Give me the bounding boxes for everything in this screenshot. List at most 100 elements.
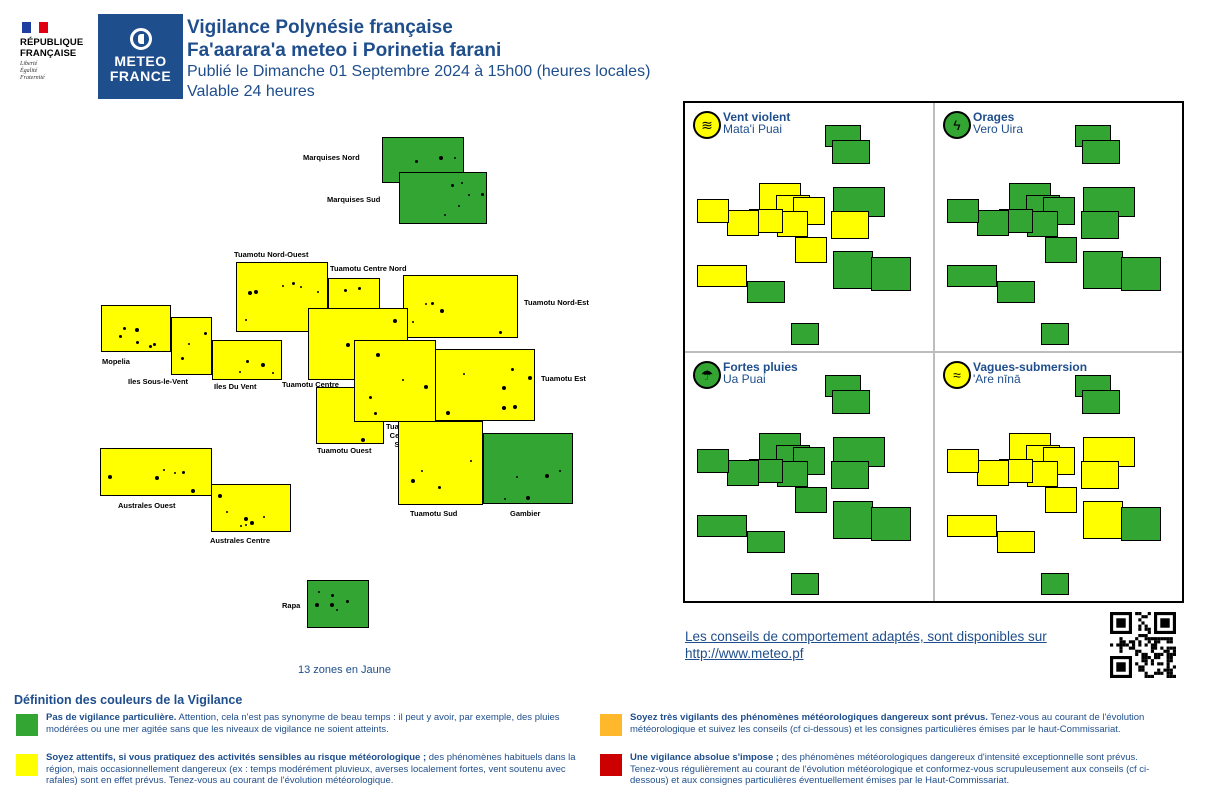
island-icon [346,343,350,347]
island-icon [244,517,248,521]
island-icon [245,319,247,321]
phenomena-panel: ≋ Vent violent Mata'i Puai ϟ Orages Vero Uira… [683,101,1184,603]
panel-title: Orages [973,110,1015,124]
zone-label: Iles Sous-le-Vent [128,377,189,386]
zone-iles-du-vent[interactable] [212,340,282,380]
island-icon [346,600,349,603]
panel-subtitle: Vero Uira [973,122,1024,136]
meteo-france-emblem-icon [129,28,152,50]
island-icon [502,406,506,410]
zone-tuamotu-centre-sud[interactable] [354,340,436,422]
island-icon [245,524,247,526]
island-icon [361,438,365,442]
mini-zone [831,211,869,239]
wind-icon: ≋ [693,111,721,139]
island-icon [438,486,441,489]
island-icon [344,289,347,292]
zone-gambier[interactable] [483,433,573,504]
mini-zone [727,210,759,236]
mini-zone [747,281,785,303]
zone-label: Tuamotu Centre Nord [330,264,407,273]
legend-text: Soyez très vigilants des phénomènes mété… [630,712,1145,735]
island-icon [119,335,122,338]
island-icon [425,303,427,305]
legend-item-yellow: Soyez attentifs, si vous pratiquez des a… [16,752,581,788]
mini-zone [977,460,1009,486]
panel-vent-violent[interactable]: ≋ Vent violent Mata'i Puai [685,103,934,352]
panel-fortes-pluies[interactable]: ☂ Fortes pluies Ua Puai [685,353,934,602]
island-icon [331,594,334,597]
mini-zone [1045,487,1077,513]
panel-orages[interactable]: ϟ Orages Vero Uira [935,103,1184,352]
mini-zone [697,199,729,223]
island-icon [511,368,514,371]
mini-zone [1121,257,1161,291]
zone-mopelia[interactable] [101,305,171,352]
zone-tuamotu-nord-est[interactable] [403,275,518,338]
mini-zone [833,251,873,289]
island-icon [330,603,334,607]
legend-swatch [16,714,38,736]
island-icon [358,287,361,290]
zone-label: Tuamotu Nord-Est [524,298,589,307]
panel-title: Vagues-submersion [973,360,1088,374]
zone-rapa[interactable] [307,580,369,628]
republique-francaise-logo: RÉPUBLIQUE FRANÇAISE Liberté Égalité Fra… [20,22,92,92]
island-icon [282,285,284,287]
zone-label: Iles Du Vent [214,382,257,391]
island-icon [504,498,506,500]
mini-zone [997,531,1035,553]
island-icon [108,475,112,479]
panel-vagues-submersion[interactable]: ≈ Vagues-submersion 'Are nīnā [935,353,1184,602]
legend-text: Soyez attentifs, si vous pratiquez des a… [46,752,576,786]
island-icon [317,291,319,293]
legend-title: Définition des couleurs de la Vigilance [14,693,243,707]
zone-label: Mopelia [102,357,130,366]
mini-zone [1081,211,1119,239]
zone-iles-sous-le-vent[interactable] [171,317,212,375]
validity: Valable 24 heures [187,83,315,100]
zone-australes-centre[interactable] [211,484,291,532]
panel-subtitle: Ua Puai [723,372,766,386]
island-icon [369,396,372,399]
zone-marquises-sud[interactable] [399,172,487,224]
zone-tuamotu-sud[interactable] [398,421,483,505]
mini-zone [791,573,819,595]
mini-zone [1081,461,1119,489]
island-icon [182,471,185,474]
island-icon [174,472,176,474]
mini-zone [832,140,870,164]
mini-zone [1045,237,1077,263]
zone-label: Australes Centre [210,536,271,545]
island-icon [240,525,242,527]
mini-zone [1041,323,1069,345]
legend-text: Pas de vigilance particulière. Attention… [46,712,560,735]
mini-zone [795,487,827,513]
island-icon [470,460,472,462]
rain-icon: ☂ [693,361,721,389]
mini-zone [977,210,1009,236]
island-icon [318,591,320,593]
zone-australes-ouest[interactable] [100,448,212,496]
island-icon [191,489,195,493]
island-icon [188,343,190,345]
island-icon [415,160,418,163]
panel-title: Fortes pluies [723,360,798,374]
meteo-pf-link[interactable]: http://www.meteo.pf [685,646,804,661]
zone-label: Tuamotu Sud [410,509,458,518]
island-icon [502,386,506,390]
zone-tuamotu-est[interactable] [435,349,535,421]
island-icon [440,309,444,313]
island-icon [254,290,258,294]
island-icon [412,321,414,323]
qr-code-icon[interactable] [1110,612,1176,678]
island-icon [559,470,561,472]
mini-zone [1082,390,1120,414]
legend-swatch [600,714,622,736]
mini-zone [833,501,873,539]
zone-label: Australes Ouest [118,501,176,510]
island-icon [458,205,460,207]
published-date: Publié le Dimanche 01 Septembre 2024 à 1… [187,63,651,80]
zone-label: Gambier [510,509,541,518]
mini-zone [1083,501,1123,539]
